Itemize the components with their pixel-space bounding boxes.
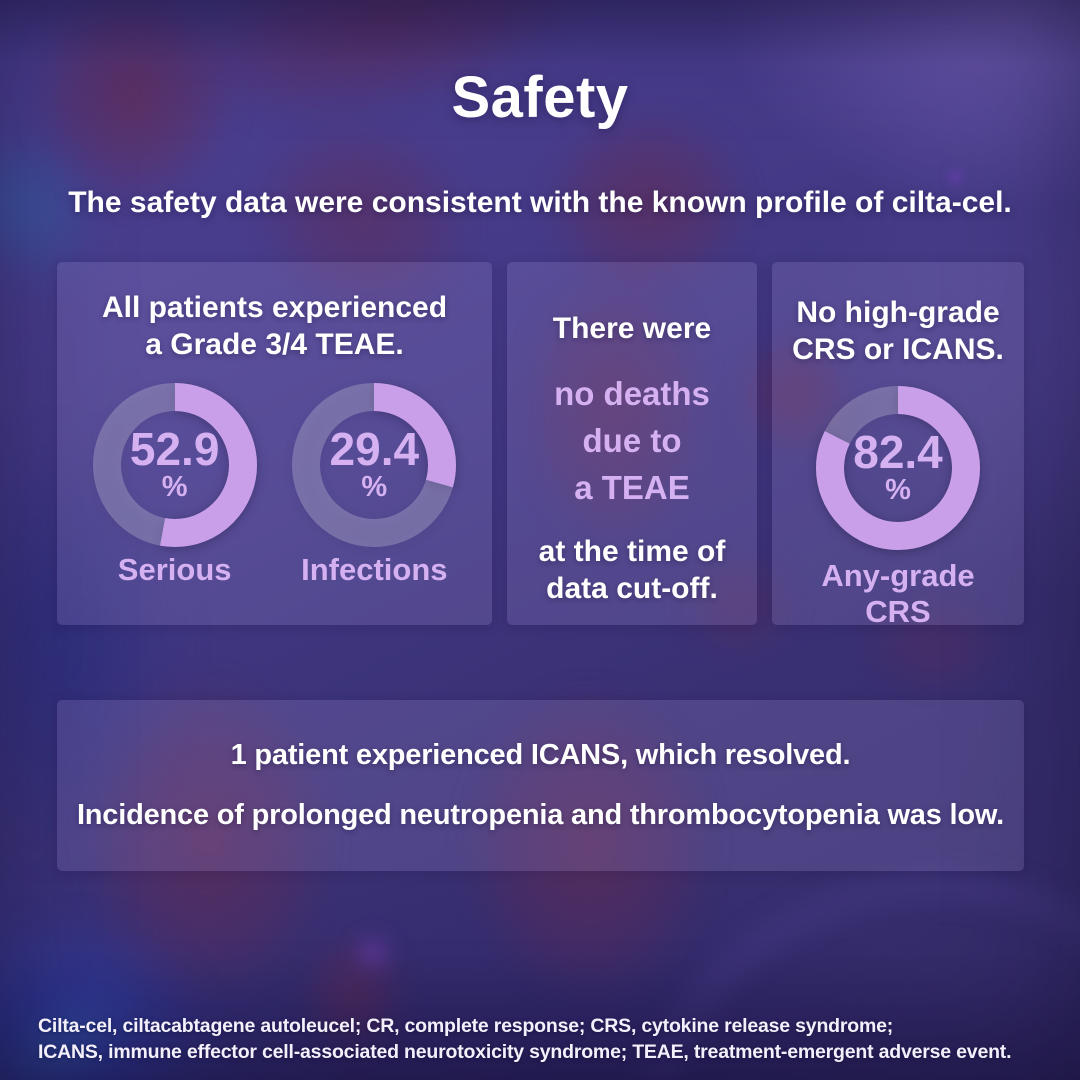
donut-ring <box>92 383 257 547</box>
summary-box: 1 patient experienced ICANS, which resol… <box>57 700 1024 871</box>
deaths-tail: at the time of data cut-off. <box>539 533 726 607</box>
violet-dot <box>946 168 964 186</box>
violet-dot <box>352 932 394 974</box>
highlight-line: a TEAE <box>574 469 690 506</box>
footnote-line: ICANS, immune effector cell-associated n… <box>38 1040 1012 1063</box>
stat-panels-row: All patients experienced a Grade 3/4 TEA… <box>57 262 1024 629</box>
donut-value-unit: % <box>885 474 911 506</box>
antibody-blob <box>458 678 720 1010</box>
panel-heading: All patients experienced a Grade 3/4 TEA… <box>57 289 492 363</box>
abbreviations-footnote: Cilta-cel, ciltacabtagene autoleucel; CR… <box>38 1014 1012 1065</box>
panel-no-deaths: There were no deaths due to a TEAE at th… <box>507 262 757 625</box>
donut-label: Any-grade CRS <box>821 558 975 629</box>
panel-grade34-teae: All patients experienced a Grade 3/4 TEA… <box>57 262 492 625</box>
antibody-blob <box>515 258 715 558</box>
donuts-row: 52.9 % Serious 29.4 % <box>57 383 492 588</box>
subtitle: The safety data were consistent with the… <box>68 186 1012 219</box>
donut-center-text: 29.4 % <box>292 383 456 547</box>
heading-line: All patients experienced <box>101 291 448 324</box>
deaths-highlight: no deaths due to a TEAE <box>554 370 710 511</box>
donut-center-text: 52.9 % <box>93 383 257 547</box>
highlight-line: no deaths <box>554 375 710 412</box>
donut-label: Infections <box>301 552 448 587</box>
donut-center-text: 82.4 % <box>816 386 980 550</box>
antibody-blob <box>678 548 800 660</box>
panel-heading: No high-grade CRS or ICANS. <box>792 294 1004 368</box>
donut-label: Serious <box>117 552 232 587</box>
donut-value-number: 52.9 <box>129 423 220 475</box>
deaths-intro: There were <box>552 312 712 345</box>
heading-line: CRS or ICANS. <box>792 333 1004 366</box>
tail-line: at the time of <box>538 535 726 568</box>
panel-crs-icans: No high-grade CRS or ICANS. 82.4 % Any-g… <box>772 262 1024 629</box>
summary-line: 1 patient experienced ICANS, which resol… <box>230 739 851 771</box>
donut-value-unit: % <box>361 471 388 503</box>
heading-line: No high-grade <box>796 296 1000 329</box>
donut-value-number: 29.4 <box>329 423 420 475</box>
donut-value-unit: % <box>161 471 188 503</box>
donut-chart-infections: 29.4 % Infections <box>292 383 457 588</box>
donut-arc <box>816 386 980 550</box>
donut-arc <box>92 383 257 547</box>
footnote-line: Cilta-cel, ciltacabtagene autoleucel; CR… <box>38 1015 894 1037</box>
heading-line: a Grade 3/4 TEAE. <box>145 328 404 361</box>
donut-chart-any-grade-crs: 82.4 % Any-grade CRS <box>816 386 980 630</box>
donut-value-number: 82.4 <box>853 426 943 478</box>
summary-line: Incidence of prolonged neutropenia and t… <box>76 799 1005 831</box>
donut-ring <box>292 383 457 547</box>
antibody-blob <box>858 588 1010 700</box>
donut-ring <box>816 386 980 550</box>
donut-chart-serious: 52.9 % Serious <box>92 383 257 588</box>
page-title: Safety <box>451 65 629 130</box>
tail-line: data cut-off. <box>546 572 718 605</box>
highlight-line: due to <box>582 422 682 459</box>
donut-arc <box>292 383 457 547</box>
